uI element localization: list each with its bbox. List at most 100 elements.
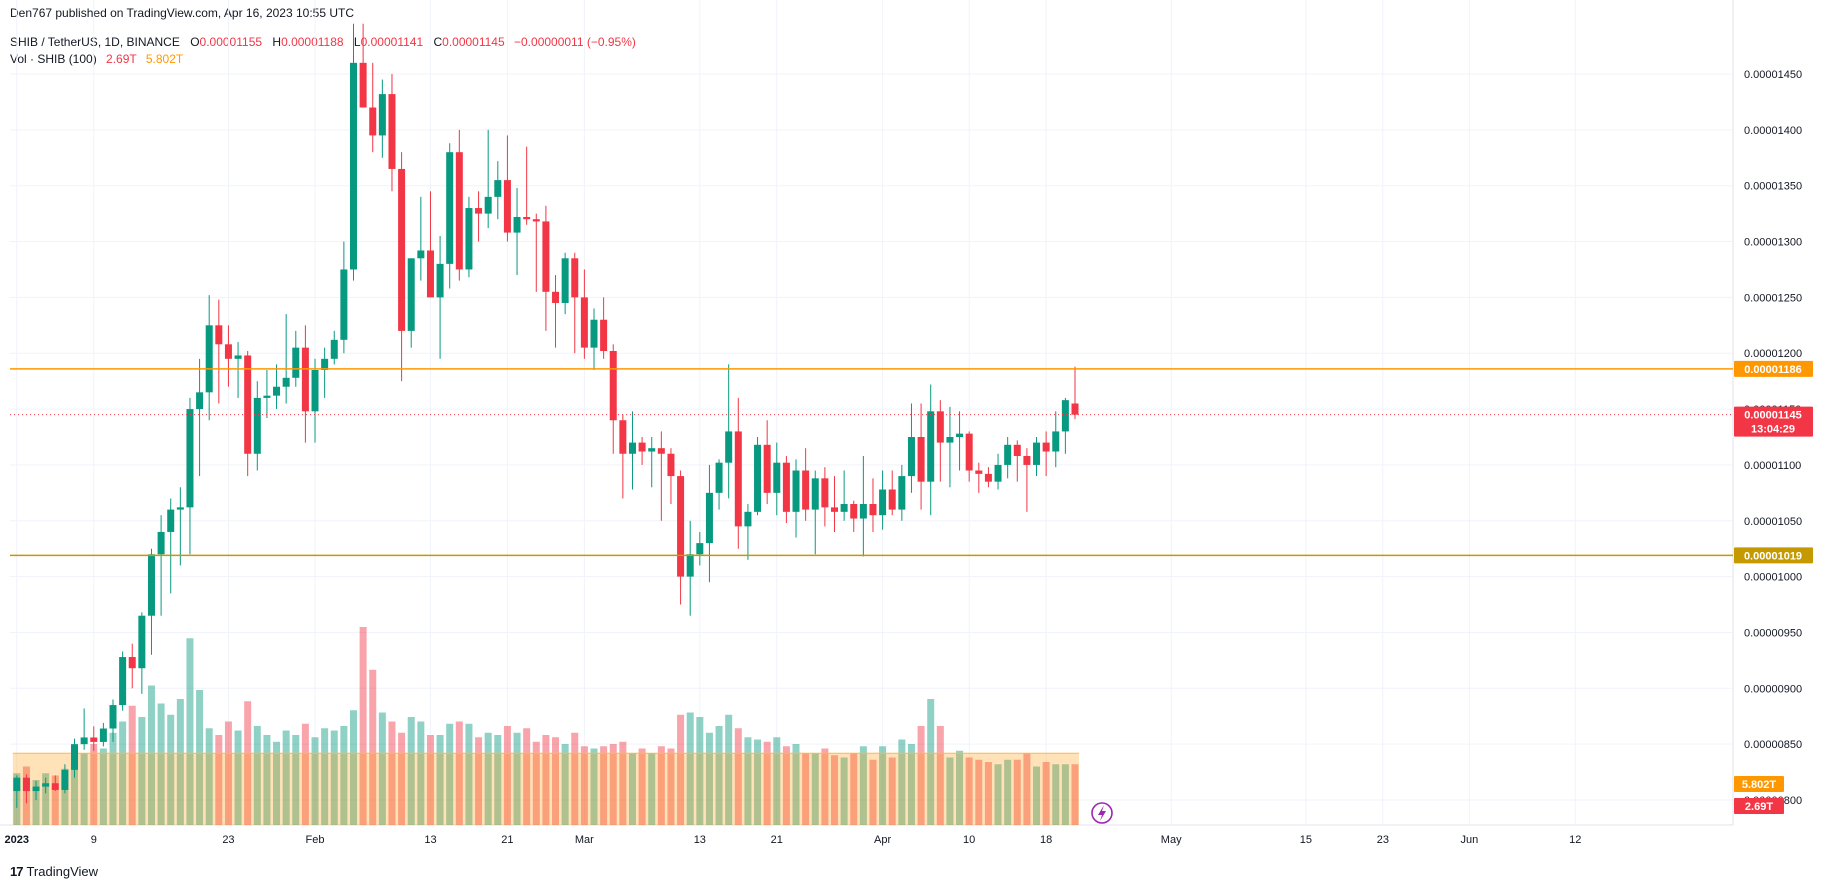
candle-body [571, 258, 579, 298]
candle-body [417, 250, 425, 259]
candle-body [90, 737, 98, 742]
candle-body [484, 196, 492, 214]
volume-bar [561, 744, 569, 825]
candle [532, 213, 540, 292]
symbol-label[interactable]: SHIB / TetherUS, 1D, BINANCE [10, 35, 180, 49]
candle [244, 350, 252, 477]
price-tick-label: 0.00001300 [1744, 237, 1802, 249]
candle-body [523, 216, 531, 220]
resistance-tag: 0.00001186 [1734, 360, 1813, 377]
candle [686, 520, 694, 616]
volume-bar [734, 728, 742, 825]
price-tick-label: 0.00001450 [1744, 69, 1802, 81]
volume-bar [465, 723, 473, 825]
candle-body [927, 411, 935, 482]
candle-body [859, 504, 867, 519]
candle [1061, 397, 1069, 454]
volume-bar [224, 721, 232, 825]
volume-bar [80, 753, 88, 825]
candle [552, 275, 560, 348]
candle [234, 342, 242, 398]
candle [1023, 448, 1031, 512]
candle-body [128, 657, 136, 669]
alert-icon[interactable] [1091, 802, 1113, 824]
volume-bar [725, 714, 733, 825]
candle-body [398, 168, 406, 331]
price-tick-label: 0.00001100 [1744, 460, 1801, 472]
volume-bar [888, 757, 896, 825]
volume-bar [311, 737, 319, 825]
volume-indicator-label[interactable]: Vol · SHIB (100) [10, 52, 97, 66]
candle-body [465, 208, 473, 270]
candle [80, 708, 88, 750]
candle-body [580, 297, 588, 348]
candle-body [446, 152, 454, 264]
volume-bar [696, 717, 704, 825]
volume-bar [455, 721, 463, 825]
volume-bar [42, 773, 50, 825]
candle-body [426, 250, 434, 298]
candle [167, 498, 175, 594]
candle [128, 643, 136, 689]
time-tick-label: Jun [1461, 834, 1479, 846]
candle-body [628, 442, 636, 454]
candle-body [138, 615, 146, 669]
candle [1042, 431, 1050, 477]
volume-bar [802, 753, 810, 825]
last-price-tag-text: 13:04:29 [1751, 424, 1795, 436]
volume-bar [792, 744, 800, 825]
candle [917, 403, 925, 510]
volume-bar [907, 744, 915, 825]
price-tick-label: 0.00001200 [1744, 348, 1802, 360]
candle [42, 777, 50, 794]
candle-body [340, 269, 348, 340]
volume-bar [850, 753, 858, 825]
candle [455, 129, 463, 281]
candle-body [109, 705, 117, 729]
candle [378, 79, 386, 158]
time-tick-label: May [1161, 834, 1182, 846]
time-axis: 2023 9 23 Feb 13 21 Mar 13 21 Apr 10 18 May 15 23 Jun 12 [5, 834, 1582, 846]
tradingview-brand[interactable]: 17 TradingView [10, 864, 98, 879]
candle [465, 196, 473, 278]
candle [936, 400, 944, 482]
candle [109, 699, 117, 742]
candle [321, 347, 329, 398]
candle-body [1042, 442, 1050, 452]
candle-body [782, 462, 790, 512]
candle-body [821, 478, 829, 508]
candle-body [1061, 400, 1069, 432]
volume-bar [90, 744, 98, 825]
volume-bar [831, 755, 838, 825]
volume-bar [321, 728, 329, 825]
volume-bar [484, 732, 492, 825]
volume-bar [51, 775, 59, 825]
volume-value: 2.69T [106, 52, 137, 66]
candle-body [61, 769, 69, 790]
volume-bar [648, 753, 656, 825]
candle-body [792, 470, 800, 512]
candle-body [532, 219, 540, 222]
candle [71, 738, 79, 778]
candle [792, 459, 800, 538]
candle [273, 364, 281, 410]
volume-bar [1061, 764, 1069, 825]
candle [292, 330, 300, 387]
volume-bar [917, 726, 925, 825]
price-tick-label: 0.00001400 [1744, 125, 1802, 137]
candle [301, 325, 309, 443]
candle-body [147, 554, 155, 616]
candle-body [946, 437, 954, 443]
volume-bar [984, 762, 992, 825]
volume-bar [417, 721, 425, 825]
candle-body [378, 94, 386, 136]
candlesticks [13, 23, 1079, 808]
volume-bar [869, 759, 877, 825]
candle [398, 152, 406, 382]
candle-body [879, 489, 887, 516]
candle-body [263, 395, 271, 398]
volume-bar [301, 723, 309, 825]
candle [984, 467, 992, 488]
change-value: −0.00000011 (−0.95%) [514, 35, 636, 49]
